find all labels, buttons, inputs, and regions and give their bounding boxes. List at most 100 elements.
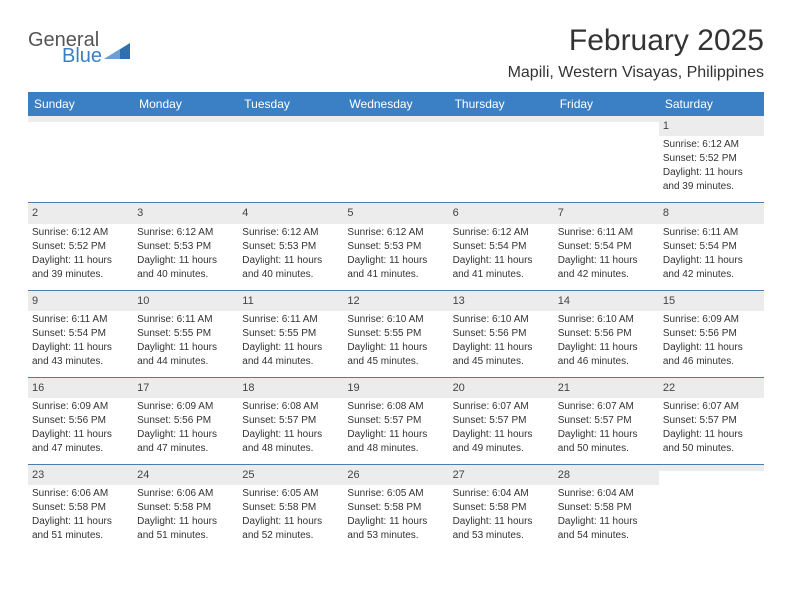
cell-body: Sunrise: 6:12 AMSunset: 5:52 PMDaylight:… bbox=[659, 136, 764, 198]
calendar-cell bbox=[554, 116, 659, 198]
sunset-text: Sunset: 5:54 PM bbox=[453, 240, 550, 253]
day-name-sat: Saturday bbox=[659, 92, 764, 116]
daylight-text-l1: Daylight: 11 hours bbox=[558, 428, 655, 441]
sunrise-text: Sunrise: 6:10 AM bbox=[453, 313, 550, 326]
sunrise-text: Sunrise: 6:08 AM bbox=[242, 400, 339, 413]
calendar-cell: 23Sunrise: 6:06 AMSunset: 5:58 PMDayligh… bbox=[28, 465, 133, 547]
sunrise-text: Sunrise: 6:12 AM bbox=[663, 138, 760, 151]
date-number: 3 bbox=[133, 203, 238, 223]
location: Mapili, Western Visayas, Philippines bbox=[508, 64, 764, 82]
header: General Blue February 2025 Mapili, Weste… bbox=[28, 24, 764, 82]
daylight-text-l2: and 41 minutes. bbox=[453, 268, 550, 281]
day-name-sun: Sunday bbox=[28, 92, 133, 116]
cell-body: Sunrise: 6:04 AMSunset: 5:58 PMDaylight:… bbox=[554, 485, 659, 547]
brand-arrow-icon bbox=[104, 37, 130, 59]
date-number: 7 bbox=[554, 203, 659, 223]
daylight-text-l1: Daylight: 11 hours bbox=[242, 515, 339, 528]
calendar-week: 2Sunrise: 6:12 AMSunset: 5:52 PMDaylight… bbox=[28, 202, 764, 285]
calendar: Sunday Monday Tuesday Wednesday Thursday… bbox=[28, 92, 764, 547]
calendar-cell: 18Sunrise: 6:08 AMSunset: 5:57 PMDayligh… bbox=[238, 378, 343, 460]
daylight-text-l1: Daylight: 11 hours bbox=[347, 341, 444, 354]
sunset-text: Sunset: 5:54 PM bbox=[663, 240, 760, 253]
cell-body: Sunrise: 6:07 AMSunset: 5:57 PMDaylight:… bbox=[554, 398, 659, 460]
sunrise-text: Sunrise: 6:09 AM bbox=[32, 400, 129, 413]
sunset-text: Sunset: 5:56 PM bbox=[32, 414, 129, 427]
calendar-cell: 21Sunrise: 6:07 AMSunset: 5:57 PMDayligh… bbox=[554, 378, 659, 460]
sunset-text: Sunset: 5:55 PM bbox=[137, 327, 234, 340]
daylight-text-l2: and 46 minutes. bbox=[558, 355, 655, 368]
sunrise-text: Sunrise: 6:11 AM bbox=[137, 313, 234, 326]
calendar-cell: 24Sunrise: 6:06 AMSunset: 5:58 PMDayligh… bbox=[133, 465, 238, 547]
sunset-text: Sunset: 5:56 PM bbox=[663, 327, 760, 340]
date-number: 27 bbox=[449, 465, 554, 485]
date-number: 6 bbox=[449, 203, 554, 223]
daylight-text-l1: Daylight: 11 hours bbox=[32, 428, 129, 441]
daylight-text-l1: Daylight: 11 hours bbox=[137, 254, 234, 267]
daylight-text-l1: Daylight: 11 hours bbox=[347, 254, 444, 267]
date-number: 22 bbox=[659, 378, 764, 398]
daylight-text-l2: and 39 minutes. bbox=[663, 180, 760, 193]
date-number: 20 bbox=[449, 378, 554, 398]
date-number: 11 bbox=[238, 291, 343, 311]
calendar-week: 16Sunrise: 6:09 AMSunset: 5:56 PMDayligh… bbox=[28, 377, 764, 460]
sunrise-text: Sunrise: 6:06 AM bbox=[137, 487, 234, 500]
calendar-day-header: Sunday Monday Tuesday Wednesday Thursday… bbox=[28, 92, 764, 116]
daylight-text-l2: and 42 minutes. bbox=[663, 268, 760, 281]
daylight-text-l2: and 47 minutes. bbox=[137, 442, 234, 455]
cell-body: Sunrise: 6:05 AMSunset: 5:58 PMDaylight:… bbox=[238, 485, 343, 547]
sunrise-text: Sunrise: 6:11 AM bbox=[558, 226, 655, 239]
sunrise-text: Sunrise: 6:06 AM bbox=[32, 487, 129, 500]
daylight-text-l1: Daylight: 11 hours bbox=[453, 341, 550, 354]
sunset-text: Sunset: 5:56 PM bbox=[453, 327, 550, 340]
cell-body: Sunrise: 6:06 AMSunset: 5:58 PMDaylight:… bbox=[28, 485, 133, 547]
daylight-text-l1: Daylight: 11 hours bbox=[347, 428, 444, 441]
weeks-container: 1Sunrise: 6:12 AMSunset: 5:52 PMDaylight… bbox=[28, 116, 764, 547]
daylight-text-l1: Daylight: 11 hours bbox=[242, 428, 339, 441]
daylight-text-l1: Daylight: 11 hours bbox=[137, 428, 234, 441]
sunrise-text: Sunrise: 6:09 AM bbox=[663, 313, 760, 326]
sunset-text: Sunset: 5:55 PM bbox=[242, 327, 339, 340]
sunrise-text: Sunrise: 6:05 AM bbox=[242, 487, 339, 500]
date-number bbox=[28, 116, 133, 122]
day-name-mon: Monday bbox=[133, 92, 238, 116]
daylight-text-l1: Daylight: 11 hours bbox=[137, 515, 234, 528]
brand-logo: General Blue bbox=[28, 30, 130, 66]
sunrise-text: Sunrise: 6:11 AM bbox=[32, 313, 129, 326]
calendar-cell: 14Sunrise: 6:10 AMSunset: 5:56 PMDayligh… bbox=[554, 291, 659, 373]
sunset-text: Sunset: 5:53 PM bbox=[137, 240, 234, 253]
date-number: 23 bbox=[28, 465, 133, 485]
month-title: February 2025 bbox=[508, 24, 764, 58]
sunset-text: Sunset: 5:54 PM bbox=[558, 240, 655, 253]
daylight-text-l2: and 50 minutes. bbox=[558, 442, 655, 455]
daylight-text-l1: Daylight: 11 hours bbox=[32, 515, 129, 528]
date-number: 4 bbox=[238, 203, 343, 223]
sunrise-text: Sunrise: 6:12 AM bbox=[32, 226, 129, 239]
sunrise-text: Sunrise: 6:12 AM bbox=[137, 226, 234, 239]
date-number: 15 bbox=[659, 291, 764, 311]
daylight-text-l1: Daylight: 11 hours bbox=[453, 254, 550, 267]
calendar-cell bbox=[449, 116, 554, 198]
calendar-cell: 6 Sunrise: 6:12 AMSunset: 5:54 PMDaylight… bbox=[449, 203, 554, 285]
sunset-text: Sunset: 5:58 PM bbox=[32, 501, 129, 514]
daylight-text-l2: and 50 minutes. bbox=[663, 442, 760, 455]
date-number: 9 bbox=[28, 291, 133, 311]
daylight-text-l1: Daylight: 11 hours bbox=[242, 341, 339, 354]
date-number bbox=[133, 116, 238, 122]
day-name-wed: Wednesday bbox=[343, 92, 448, 116]
sunrise-text: Sunrise: 6:12 AM bbox=[453, 226, 550, 239]
calendar-cell bbox=[659, 465, 764, 547]
cell-body: Sunrise: 6:11 AMSunset: 5:55 PMDaylight:… bbox=[238, 311, 343, 373]
daylight-text-l2: and 40 minutes. bbox=[242, 268, 339, 281]
cell-body: Sunrise: 6:10 AMSunset: 5:56 PMDaylight:… bbox=[449, 311, 554, 373]
calendar-cell: 19Sunrise: 6:08 AMSunset: 5:57 PMDayligh… bbox=[343, 378, 448, 460]
daylight-text-l1: Daylight: 11 hours bbox=[663, 166, 760, 179]
date-number bbox=[343, 116, 448, 122]
daylight-text-l2: and 43 minutes. bbox=[32, 355, 129, 368]
calendar-cell: 7Sunrise: 6:11 AMSunset: 5:54 PMDaylight… bbox=[554, 203, 659, 285]
daylight-text-l2: and 46 minutes. bbox=[663, 355, 760, 368]
date-number bbox=[238, 116, 343, 122]
calendar-cell: 20Sunrise: 6:07 AMSunset: 5:57 PMDayligh… bbox=[449, 378, 554, 460]
calendar-cell: 26Sunrise: 6:05 AMSunset: 5:58 PMDayligh… bbox=[343, 465, 448, 547]
date-number: 25 bbox=[238, 465, 343, 485]
calendar-cell: 22Sunrise: 6:07 AMSunset: 5:57 PMDayligh… bbox=[659, 378, 764, 460]
